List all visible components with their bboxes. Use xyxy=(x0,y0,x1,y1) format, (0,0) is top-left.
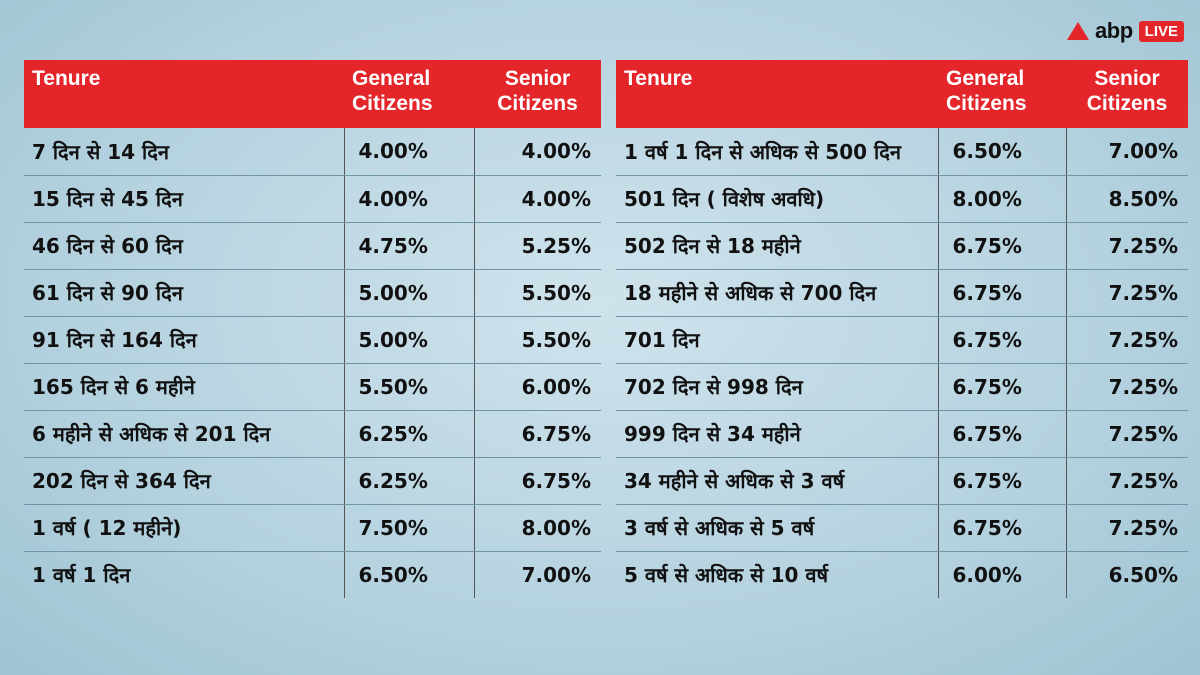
general-rate-cell: 4.00% xyxy=(343,175,475,223)
senior-rate-cell: 7.25% xyxy=(1066,410,1188,458)
table-row: 702 दिन से 998 दिन 6.75% 7.25% xyxy=(616,363,1188,411)
senior-rate-cell: 7.00% xyxy=(1066,128,1188,176)
tenure-cell: 91 दिन से 164 दिन xyxy=(24,316,344,364)
general-rate-cell: 6.25% xyxy=(343,457,475,505)
table-row: 18 महीने से अधिक से 700 दिन 6.75% 7.25% xyxy=(616,269,1188,317)
rate-table-right: Tenure General Citizens Senior Citizens … xyxy=(616,60,1188,598)
general-rate-cell: 5.00% xyxy=(343,316,475,364)
abp-live-logo: abp LIVE xyxy=(1067,18,1184,44)
senior-rate-cell: 5.25% xyxy=(474,222,601,270)
header-senior: Senior Citizens xyxy=(474,60,601,128)
table-row: 999 दिन से 34 महीने 6.75% 7.25% xyxy=(616,410,1188,458)
tenure-cell: 202 दिन से 364 दिन xyxy=(24,457,344,505)
tenure-cell: 165 दिन से 6 महीने xyxy=(24,363,344,411)
tenure-cell: 701 दिन xyxy=(616,316,938,364)
tenure-cell: 5 वर्ष से अधिक से 10 वर्ष xyxy=(624,563,829,588)
table-row: 701 दिन 6.75% 7.25% xyxy=(616,316,1188,364)
general-rate-cell: 6.25% xyxy=(343,410,475,458)
general-rate-cell: 4.75% xyxy=(343,222,475,270)
table-row: 7 दिन से 14 दिन 4.00% 4.00% xyxy=(24,128,601,176)
general-rate-cell: 5.50% xyxy=(343,363,475,411)
tenure-cell: 34 महीने से अधिक से 3 वर्ष xyxy=(616,457,938,505)
table-header-row: Tenure General Citizens Senior Citizens xyxy=(616,60,1188,128)
senior-rate-cell: 7.25% xyxy=(1066,363,1188,411)
table-row: 202 दिन से 364 दिन 6.25% 6.75% xyxy=(24,457,601,505)
table-row: 3 वर्ष से अधिक से 5 वर्ष 6.75% 7.25% xyxy=(616,504,1188,552)
senior-rate-cell: 7.25% xyxy=(1066,457,1188,505)
senior-rate-cell: 6.75% xyxy=(474,410,601,458)
header-general: General Citizens xyxy=(344,60,474,128)
tenure-cell: 501 दिन ( विशेष अवधि) xyxy=(616,175,938,223)
header-tenure: Tenure xyxy=(616,60,938,128)
general-rate-cell: 6.75% xyxy=(937,410,1067,458)
tenure-cell: 6 महीने से अधिक से 201 दिन xyxy=(24,410,344,458)
general-rate-cell: 6.75% xyxy=(937,363,1067,411)
senior-rate-cell: 6.00% xyxy=(474,363,601,411)
general-rate-cell: 4.00% xyxy=(343,128,475,176)
tenure-cell: 1 वर्ष ( 12 महीने) xyxy=(24,504,344,552)
tenure-cell: 502 दिन से 18 महीने xyxy=(616,222,938,270)
tenure-cell: 1 वर्ष 1 दिन xyxy=(32,563,131,588)
tenure-cell: 18 महीने से अधिक से 700 दिन xyxy=(616,269,938,317)
table-row: 6 महीने से अधिक से 201 दिन 6.25% 6.75% xyxy=(24,410,601,458)
general-rate-cell: 6.75% xyxy=(937,457,1067,505)
general-rate-cell: 6.75% xyxy=(937,316,1067,364)
general-rate-cell: 6.00% xyxy=(937,551,1067,598)
live-badge: LIVE xyxy=(1138,20,1184,42)
senior-rate-cell: 8.00% xyxy=(474,504,601,552)
header-general: General Citizens xyxy=(938,60,1066,128)
senior-rate-cell: 5.50% xyxy=(474,269,601,317)
senior-rate-cell: 7.00% xyxy=(521,562,591,587)
table-row: 165 दिन से 6 महीने 5.50% 6.00% xyxy=(24,363,601,411)
senior-rate-cell: 8.50% xyxy=(1066,175,1188,223)
table-row: 1 वर्ष ( 12 महीने) 7.50% 8.00% xyxy=(24,504,601,552)
table-row: 34 महीने से अधिक से 3 वर्ष 6.75% 7.25% xyxy=(616,457,1188,505)
table-row: 15 दिन से 45 दिन 4.00% 4.00% xyxy=(24,175,601,223)
general-rate-cell: 6.75% xyxy=(937,504,1067,552)
senior-rate-cell: 6.50% xyxy=(1108,562,1178,587)
table-row: 91 दिन से 164 दिन 5.00% 5.50% xyxy=(24,316,601,364)
abp-logo-icon xyxy=(1067,22,1090,40)
tenure-cell: 3 वर्ष से अधिक से 5 वर्ष xyxy=(616,504,938,552)
tenure-cell: 15 दिन से 45 दिन xyxy=(24,175,344,223)
general-rate-cell: 6.50% xyxy=(937,128,1067,176)
header-tenure: Tenure xyxy=(24,60,344,128)
table-header-row: Tenure General Citizens Senior Citizens xyxy=(24,60,601,128)
table-row: 502 दिन से 18 महीने 6.75% 7.25% xyxy=(616,222,1188,270)
table-row: 1 वर्ष 1 दिन से अधिक से 500 दिन 6.50% 7.00… xyxy=(616,128,1188,176)
general-rate-cell: 7.50% xyxy=(343,504,475,552)
senior-rate-cell: 5.50% xyxy=(474,316,601,364)
senior-rate-cell: 4.00% xyxy=(474,175,601,223)
senior-rate-cell: 6.75% xyxy=(474,457,601,505)
header-senior: Senior Citizens xyxy=(1066,60,1188,128)
table-row: 46 दिन से 60 दिन 4.75% 5.25% xyxy=(24,222,601,270)
tenure-cell: 46 दिन से 60 दिन xyxy=(24,222,344,270)
tenure-cell: 7 दिन से 14 दिन xyxy=(24,128,344,176)
senior-rate-cell: 4.00% xyxy=(474,128,601,176)
table-row: 5 वर्ष से अधिक से 10 वर्ष 6.00% 6.50% xyxy=(616,551,1188,598)
senior-rate-cell: 7.25% xyxy=(1066,504,1188,552)
general-rate-cell: 6.75% xyxy=(937,269,1067,317)
tenure-cell: 61 दिन से 90 दिन xyxy=(24,269,344,317)
senior-rate-cell: 7.25% xyxy=(1066,269,1188,317)
table-row: 501 दिन ( विशेष अवधि) 8.00% 8.50% xyxy=(616,175,1188,223)
brand-name: abp xyxy=(1095,18,1133,43)
general-rate-cell: 6.50% xyxy=(343,551,475,598)
general-rate-cell: 5.00% xyxy=(343,269,475,317)
senior-rate-cell: 7.25% xyxy=(1066,316,1188,364)
senior-rate-cell: 7.25% xyxy=(1066,222,1188,270)
general-rate-cell: 8.00% xyxy=(937,175,1067,223)
table-row: 61 दिन से 90 दिन 5.00% 5.50% xyxy=(24,269,601,317)
general-rate-cell: 6.75% xyxy=(937,222,1067,270)
rate-table-left: Tenure General Citizens Senior Citizens … xyxy=(24,60,601,598)
tenure-cell: 702 दिन से 998 दिन xyxy=(616,363,938,411)
table-row: 1 वर्ष 1 दिन 6.50% 7.00% xyxy=(24,551,601,598)
tenure-cell: 1 वर्ष 1 दिन से अधिक से 500 दिन xyxy=(616,128,938,176)
tenure-cell: 999 दिन से 34 महीने xyxy=(616,410,938,458)
